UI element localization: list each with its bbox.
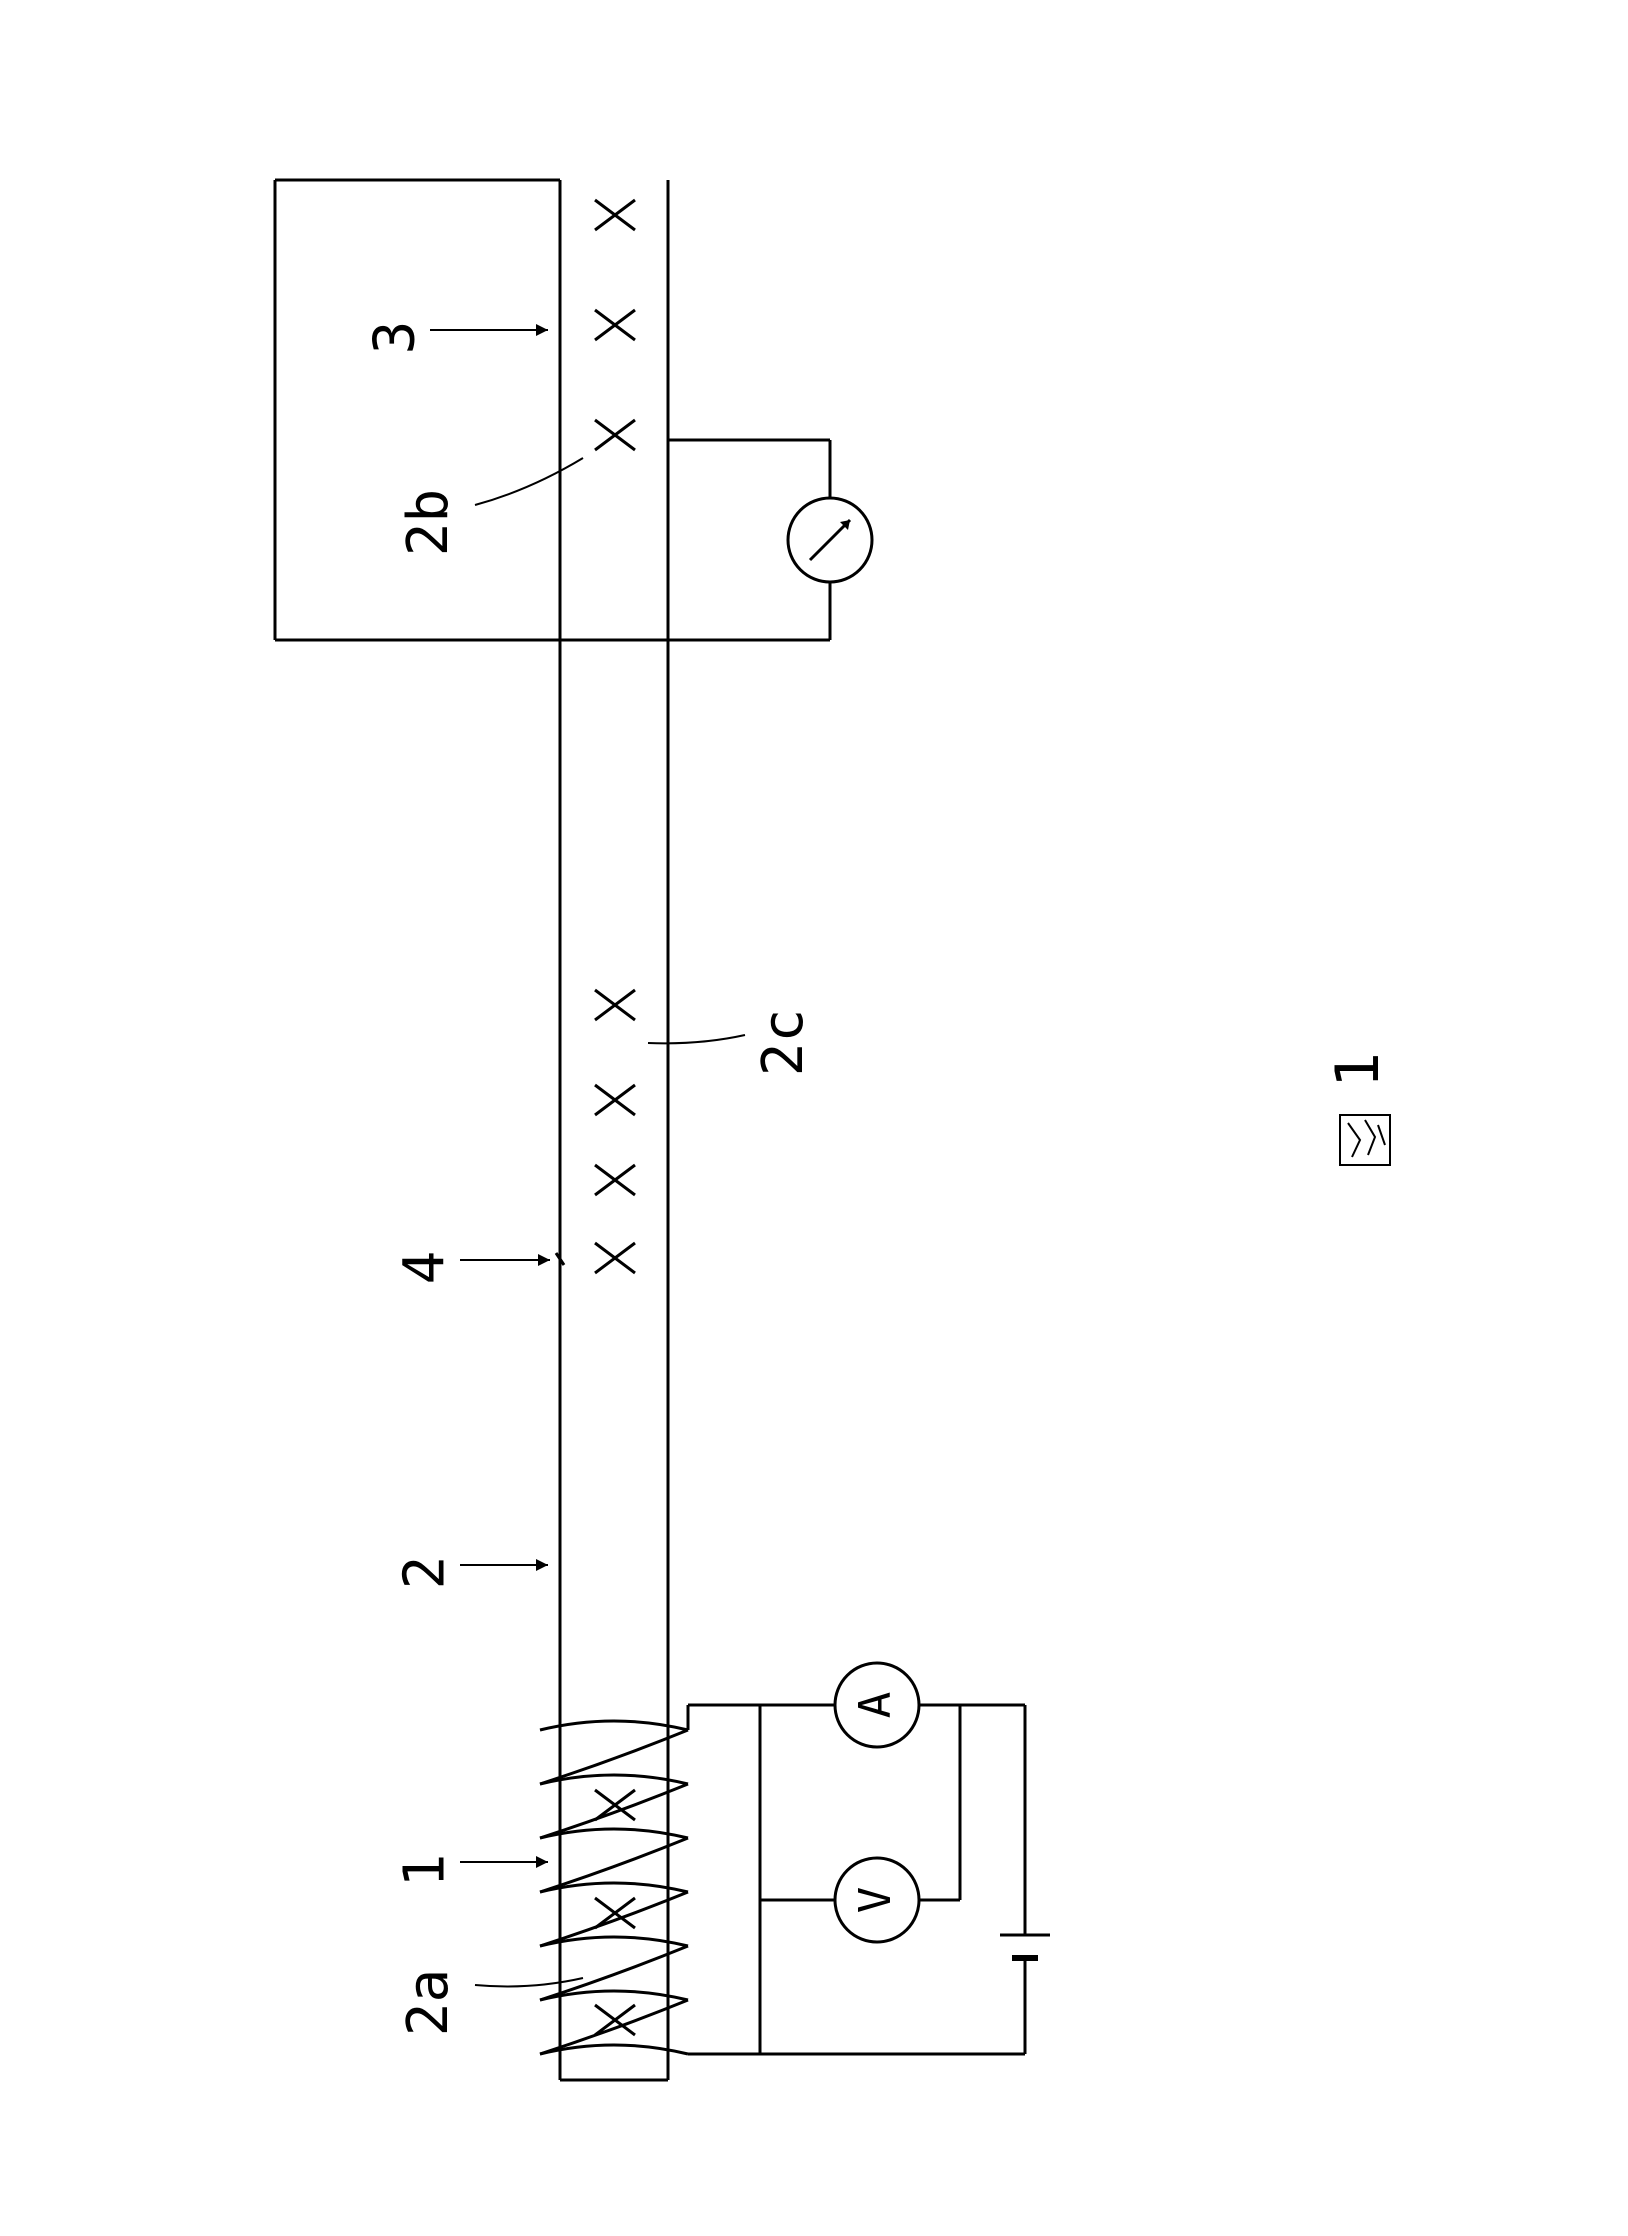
label-3: 3	[362, 321, 427, 355]
label-leaders	[430, 324, 745, 1986]
diagram-root: A V 1 2 2a 2b 2c 3 4 1	[0, 0, 1628, 2236]
coil	[540, 1721, 688, 2054]
x-marks-top	[595, 200, 635, 450]
schematic-svg: A V	[0, 0, 1628, 2236]
circuit-right	[668, 440, 872, 640]
voltmeter-label: V	[850, 1887, 901, 1914]
caption-icon-svg	[1340, 1115, 1390, 1165]
x-marks-middle	[595, 990, 635, 1273]
label-2b: 2b	[396, 489, 461, 556]
circuit-left	[688, 1663, 1050, 2054]
label-2c: 2c	[751, 1009, 816, 1076]
label-4: 4	[392, 1251, 457, 1285]
label-1: 1	[392, 1854, 457, 1888]
label-2: 2	[392, 1556, 457, 1590]
instrument-letters: A V	[850, 1692, 901, 1914]
caption-number: 1	[1323, 1052, 1393, 1088]
label-2a: 2a	[396, 1969, 461, 2036]
x-marks-bottom	[595, 1790, 635, 2035]
ammeter-label: A	[850, 1692, 901, 1719]
